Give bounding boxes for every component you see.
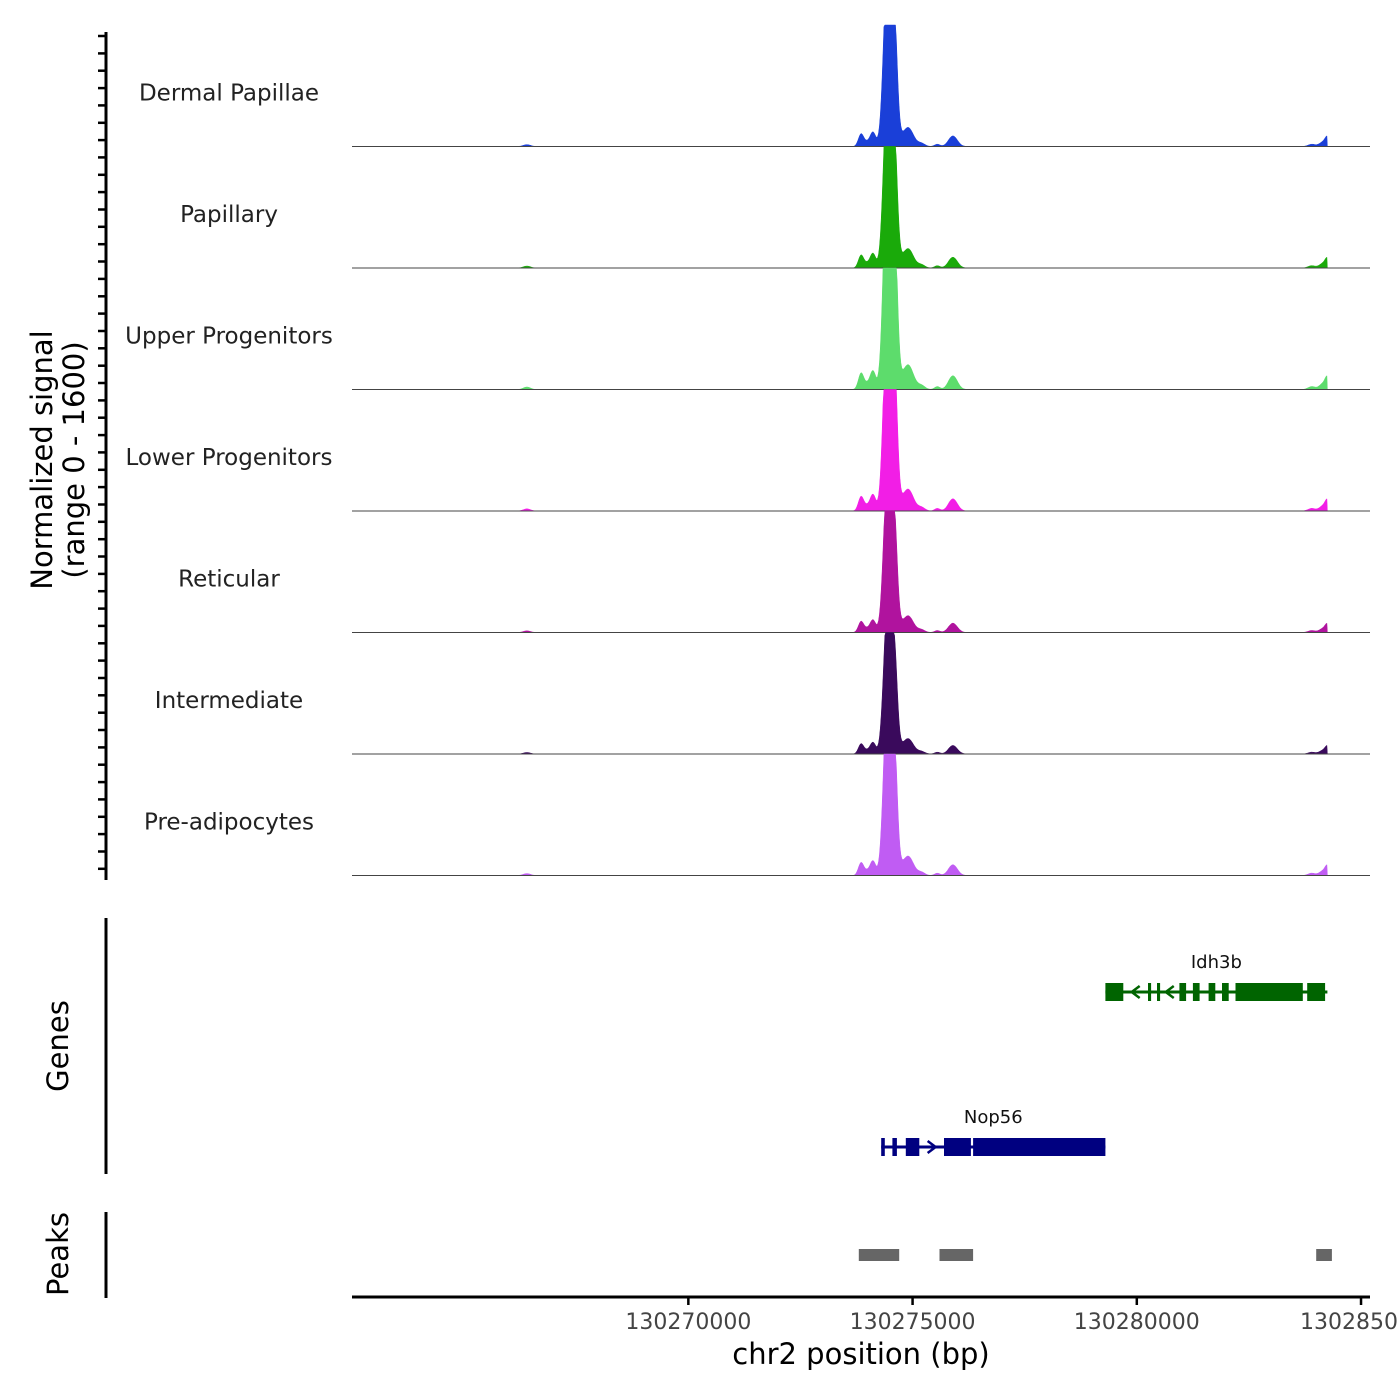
- genes-y-title: Genes: [41, 1000, 75, 1092]
- x-axis-tick-label: 130270000: [625, 1310, 751, 1335]
- coverage-area: [352, 510, 1328, 633]
- gene-label: Idh3b: [1191, 952, 1242, 973]
- coverage-area: [352, 267, 1328, 390]
- x-axis-title: chr2 position (bp): [732, 1337, 989, 1371]
- coverage-y-ticks: [98, 34, 106, 871]
- coverage-track-papillary: Papillary: [180, 146, 1370, 269]
- peaks-track: [858, 1249, 1332, 1261]
- coverage-y-title: Normalized signal (range 0 - 1600): [25, 330, 91, 589]
- coverage-area: [352, 632, 1328, 755]
- coverage-tracks: Dermal Papillae Papillary Upper Progenitor…: [125, 24, 1370, 876]
- coverage-track-lower-progenitors: Lower Progenitors: [126, 389, 1370, 512]
- gene-exon: [1157, 983, 1161, 1001]
- gene-exon: [1235, 983, 1303, 1001]
- coverage-y-title-main: Normalized signal: [25, 330, 59, 589]
- gene-exon: [1192, 983, 1200, 1001]
- gene-exon: [881, 1138, 885, 1156]
- coverage-track-label: Intermediate: [155, 688, 303, 714]
- gene-exon: [944, 1138, 971, 1156]
- strand-arrow: [926, 1140, 938, 1154]
- coverage-track-label: Pre-adipocytes: [144, 810, 314, 836]
- coverage-track-label: Reticular: [178, 567, 280, 593]
- coverage-track-intermediate: Intermediate: [155, 632, 1370, 755]
- coverage-track-dermal-papillae: Dermal Papillae: [139, 24, 1370, 147]
- gene-exon: [973, 1138, 1106, 1156]
- gene-exon: [905, 1138, 920, 1156]
- gene-nop56: Nop56: [881, 1107, 1106, 1156]
- coverage-area: [352, 753, 1328, 876]
- gene-exon: [1222, 983, 1229, 1001]
- peak-region: [1316, 1249, 1332, 1261]
- coverage-track-label: Upper Progenitors: [125, 324, 333, 350]
- coverage-track-upper-progenitors: Upper Progenitors: [125, 267, 1370, 390]
- x-axis-ticks: 130270000 130275000 130280000 1302850: [625, 1297, 1398, 1335]
- coverage-area: [352, 389, 1328, 512]
- strand-arrow: [1163, 985, 1175, 999]
- gene-idh3b: Idh3b: [1105, 952, 1328, 1001]
- x-axis-tick-label: 1302850: [1300, 1310, 1398, 1335]
- coverage-track-label: Dermal Papillae: [139, 81, 319, 107]
- genes-track: Idh3b Nop56: [881, 952, 1328, 1156]
- coverage-track-pre-adipocytes: Pre-adipocytes: [144, 753, 1370, 876]
- gene-exon: [1105, 983, 1124, 1001]
- coverage-area: [352, 146, 1328, 269]
- gene-exon: [892, 1138, 897, 1156]
- coverage-track-reticular: Reticular: [178, 510, 1370, 633]
- gene-exon: [1307, 983, 1326, 1001]
- strand-arrow: [1129, 985, 1141, 999]
- x-axis-tick-label: 130275000: [850, 1310, 976, 1335]
- peak-region: [939, 1249, 974, 1261]
- coverage-track-label: Papillary: [180, 202, 278, 228]
- x-axis-tick-label: 130280000: [1074, 1310, 1200, 1335]
- gene-exon: [1179, 983, 1187, 1001]
- coverage-track-label: Lower Progenitors: [126, 445, 333, 471]
- peaks-y-title: Peaks: [41, 1212, 75, 1296]
- gene-exon: [1148, 983, 1152, 1001]
- peak-region: [858, 1249, 900, 1261]
- coverage-y-title-range: (range 0 - 1600): [57, 341, 91, 578]
- gene-label: Nop56: [964, 1107, 1023, 1128]
- gene-exon: [1208, 983, 1216, 1001]
- coverage-area: [352, 24, 1328, 147]
